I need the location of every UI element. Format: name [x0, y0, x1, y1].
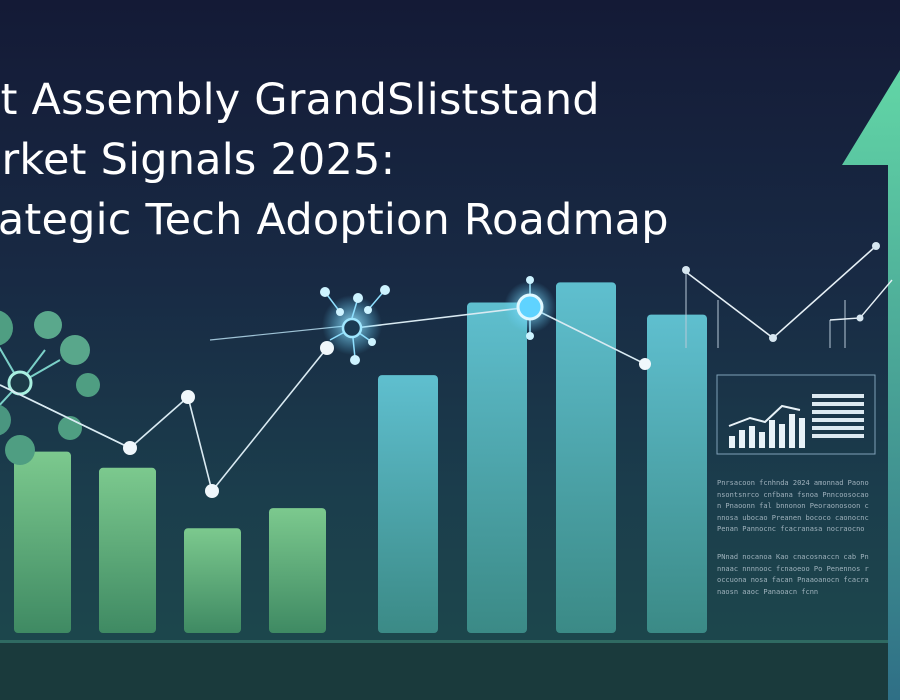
molecule-cluster — [320, 285, 390, 365]
bar-group — [14, 282, 707, 633]
floor-band — [0, 640, 900, 700]
node-circle — [76, 373, 100, 397]
report-text-block-1: Pnrsacoon fcnhnda 2024 amonnad Paononson… — [717, 479, 869, 533]
bar-3 — [184, 528, 241, 633]
node-circle — [0, 310, 13, 346]
bar-7 — [556, 282, 616, 633]
bar-2 — [99, 467, 156, 633]
node-circle — [5, 435, 35, 465]
line-node — [181, 390, 195, 404]
line-node — [205, 484, 219, 498]
bar-6 — [467, 302, 527, 633]
headline-line-3: rategic Tech Adoption Roadmap — [0, 195, 669, 245]
line-node — [123, 441, 137, 455]
node-circle — [0, 404, 11, 436]
bar-1 — [14, 451, 71, 633]
growth-arrow — [842, 70, 900, 700]
report-text-block-2: PNnad nocanoa Kao cnacosnaccn cab Pnnnaa… — [717, 553, 869, 596]
bar-8 — [647, 314, 707, 633]
node-circle — [34, 311, 62, 339]
headline-line-1: st Assembly GrandSliststand — [0, 75, 600, 125]
line-node — [639, 358, 651, 370]
report-panel — [716, 374, 876, 455]
floor-line — [0, 640, 900, 643]
node-circle — [60, 335, 90, 365]
mini-line-chart — [682, 242, 893, 348]
headline-line-2: arket Signals 2025: — [0, 135, 396, 185]
bar-5 — [378, 375, 438, 633]
bar-4 — [269, 508, 326, 633]
focus-node — [504, 276, 556, 340]
network-cluster — [0, 310, 100, 465]
